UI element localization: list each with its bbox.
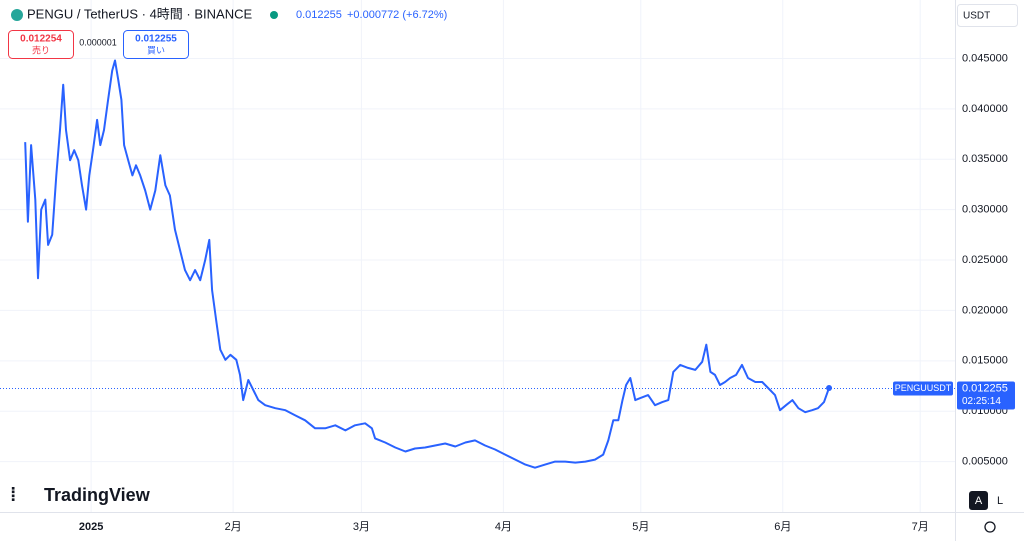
- sell-button[interactable]: 0.012254 売り: [8, 30, 74, 59]
- price-layer: PENGUUSDT 0.012255 02:25:14: [0, 381, 1015, 410]
- x-tick-label: 6月: [774, 521, 791, 533]
- sell-label[interactable]: 売り: [32, 44, 50, 55]
- last-point: [826, 385, 833, 392]
- auto-scale[interactable]: A: [975, 495, 983, 507]
- buy-label[interactable]: 買い: [147, 45, 165, 55]
- x-tick-label: 4月: [495, 521, 512, 533]
- brand-logo: ⁞: [10, 485, 16, 506]
- y-tick-label: 0.015000: [962, 355, 1008, 367]
- symbol-title: PENGU / TetherUS · 4時間 · BINANCE: [27, 6, 252, 21]
- settings-icon[interactable]: [984, 521, 996, 533]
- buy-button[interactable]: 0.012255 買い: [123, 30, 189, 59]
- auto-scale-button[interactable]: A: [969, 491, 988, 510]
- x-tick-label: 2025: [79, 521, 103, 533]
- y-tick-label: 0.005000: [962, 456, 1008, 468]
- sell-box[interactable]: [8, 30, 74, 59]
- currency[interactable]: USDT: [963, 11, 990, 22]
- spread: 0.000001: [79, 37, 117, 47]
- currency-box[interactable]: [957, 4, 1018, 27]
- y-tick-label: 0.030000: [962, 204, 1008, 216]
- brand: TradingView: [44, 485, 151, 505]
- x-tick-label: 2月: [225, 521, 242, 533]
- header-change: +0.000772 (+6.72%): [347, 9, 447, 21]
- sell-price[interactable]: 0.012254: [20, 34, 62, 45]
- grid-layer: [0, 0, 955, 512]
- symbol-label: PENGUUSDT: [895, 383, 952, 393]
- price-label: 0.012255: [962, 382, 1008, 394]
- header-price: 0.012255: [296, 9, 342, 21]
- price-tag: [957, 381, 1015, 410]
- auto-scale-box[interactable]: [969, 491, 988, 510]
- x-tick-label: 7月: [912, 521, 929, 533]
- y-tick-label: 0.020000: [962, 304, 1008, 316]
- symbol-icon: [11, 9, 23, 21]
- buy-price[interactable]: 0.012255: [135, 34, 177, 45]
- buy-box[interactable]: [123, 30, 189, 59]
- symbol-tag: [893, 381, 953, 396]
- x-tick-label: 3月: [353, 521, 370, 533]
- countdown: 02:25:14: [962, 396, 1001, 407]
- price-line: [24, 59, 830, 469]
- x-tick-label: 5月: [632, 521, 649, 533]
- y-tick-label: 0.045000: [962, 52, 1008, 64]
- y-tick-label: 0.040000: [962, 103, 1008, 115]
- status-dot: [270, 11, 278, 19]
- line-layer: [24, 59, 833, 469]
- y-tick-label: 0.025000: [962, 254, 1008, 266]
- y-tick-label: 0.035000: [962, 153, 1008, 165]
- currency-button[interactable]: USDT: [957, 4, 1018, 27]
- log-scale[interactable]: L: [997, 495, 1003, 507]
- axis-layer: 0.0050000.0100000.0150000.0200000.025000…: [79, 52, 1008, 533]
